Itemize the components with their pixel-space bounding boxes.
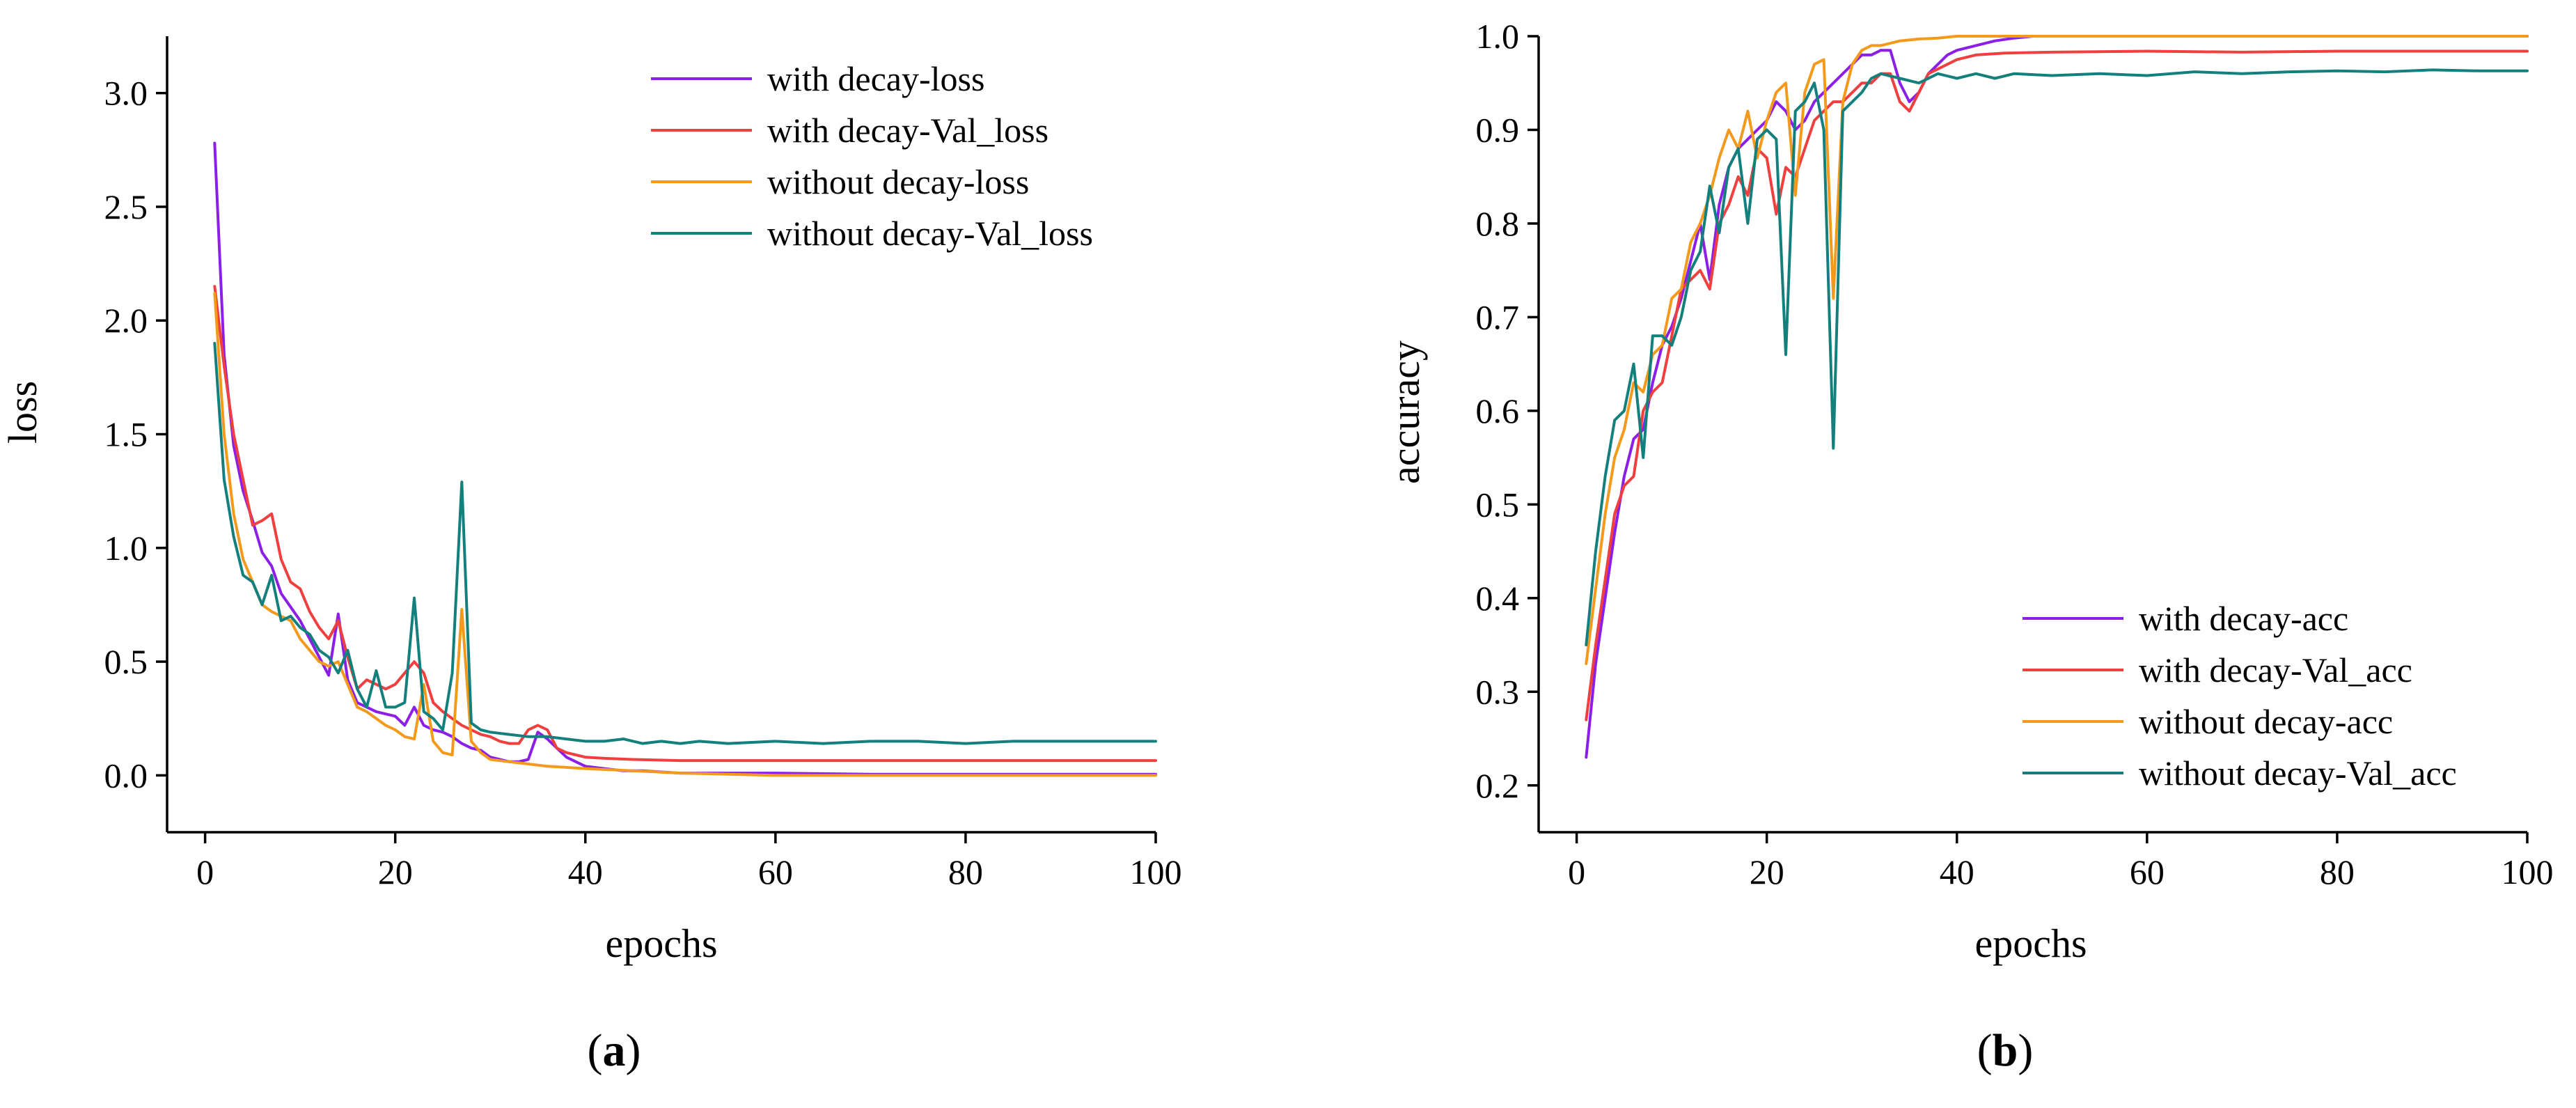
loss-y-tick-label: 3.0	[104, 74, 148, 113]
accuracy-legend: with decay-acc with decay-Val_accwithout …	[2023, 599, 2457, 793]
accuracy-x-axis-title: epochs	[1974, 921, 2087, 966]
accuracy-y-tick-label: 0.2	[1476, 766, 1520, 805]
loss-panel-label: (a)	[588, 1025, 641, 1076]
accuracy-y-axis-title: accuracy	[1383, 341, 1428, 484]
loss-x-tick-label: 60	[758, 852, 793, 891]
accuracy-y-tick-label: 0.6	[1476, 391, 1520, 430]
loss-x-tick-label: 100	[1130, 852, 1182, 891]
loss-chart-panel: 0 20 40 60 80 100 0.0 0.5 1.0 1.5 2.0 2.5 3.0 with d…	[0, 36, 1182, 1076]
loss-y-tick-label: 0.0	[104, 756, 148, 795]
accuracy-x-tick-label: 80	[2320, 852, 2355, 891]
accuracy-series-line-2	[1585, 49, 2529, 721]
accuracy-legend-label-3: without decay-acc	[2139, 702, 2393, 741]
loss-series-lines	[213, 141, 1157, 777]
accuracy-y-tick-label: 0.9	[1476, 110, 1520, 149]
loss-x-tick-label: 0	[196, 852, 214, 891]
accuracy-y-tick-label: 0.8	[1476, 204, 1520, 243]
accuracy-y-tick-label: 0.5	[1476, 485, 1520, 524]
loss-legend-label-2: with decay-Val_loss	[767, 111, 1049, 150]
accuracy-axes: 0 20 40 60 80 100 0.2 0.3 0.4 0.5 0.6 0.7 0.8 0.9 1.0	[1476, 17, 2554, 891]
accuracy-legend-label-4: without decay-Val_acc	[2139, 754, 2457, 793]
accuracy-x-tick-label: 40	[1940, 852, 1974, 891]
accuracy-y-tick-label: 1.0	[1476, 17, 1520, 56]
accuracy-legend-label-2: with decay-Val_acc	[2139, 650, 2412, 689]
loss-y-tick-label: 2.5	[104, 187, 148, 226]
accuracy-x-tick-label: 0	[1568, 852, 1585, 891]
accuracy-legend-label-1: with decay-acc	[2139, 599, 2348, 638]
accuracy-x-tick-label: 60	[2130, 852, 2165, 891]
loss-x-axis-title: epochs	[605, 921, 717, 966]
loss-series-line-4	[213, 341, 1157, 745]
loss-x-tick-label: 40	[568, 852, 603, 891]
accuracy-y-tick-label: 0.4	[1476, 579, 1520, 618]
accuracy-series-line-4	[1585, 68, 2529, 647]
accuracy-x-tick-label: 20	[1750, 852, 1784, 891]
accuracy-series-lines	[1585, 35, 2529, 759]
loss-legend-label-4: without decay-Val_loss	[767, 214, 1093, 253]
accuracy-y-tick-label: 0.7	[1476, 297, 1520, 336]
loss-legend-label-1: with decay-loss	[767, 59, 984, 98]
loss-y-tick-label: 2.0	[104, 301, 148, 340]
loss-x-tick-label: 20	[378, 852, 413, 891]
accuracy-y-tick-label: 0.3	[1476, 672, 1520, 711]
accuracy-x-tick-label: 100	[2502, 852, 2554, 891]
loss-legend-label-3: without decay-loss	[767, 162, 1029, 201]
accuracy-chart-panel: 0 20 40 60 80 1000.20.30.40.50.60.70.80.91.0 …	[1383, 17, 2554, 1076]
loss-series-line-2	[213, 285, 1157, 763]
loss-y-tick-label: 1.0	[104, 529, 148, 568]
loss-legend: with decay-loss with decay-Val_losswithou…	[651, 59, 1093, 253]
loss-y-axis-title: loss	[0, 381, 45, 444]
loss-axes: 0 20 40 60 80 100 0.0 0.5 1.0 1.5 2.0 2.5 3.0	[104, 36, 1182, 891]
loss-x-tick-label: 80	[948, 852, 983, 891]
loss-y-tick-label: 1.5	[104, 415, 148, 454]
loss-y-tick-label: 0.5	[104, 642, 148, 681]
accuracy-panel-label: (b)	[1977, 1025, 2034, 1076]
